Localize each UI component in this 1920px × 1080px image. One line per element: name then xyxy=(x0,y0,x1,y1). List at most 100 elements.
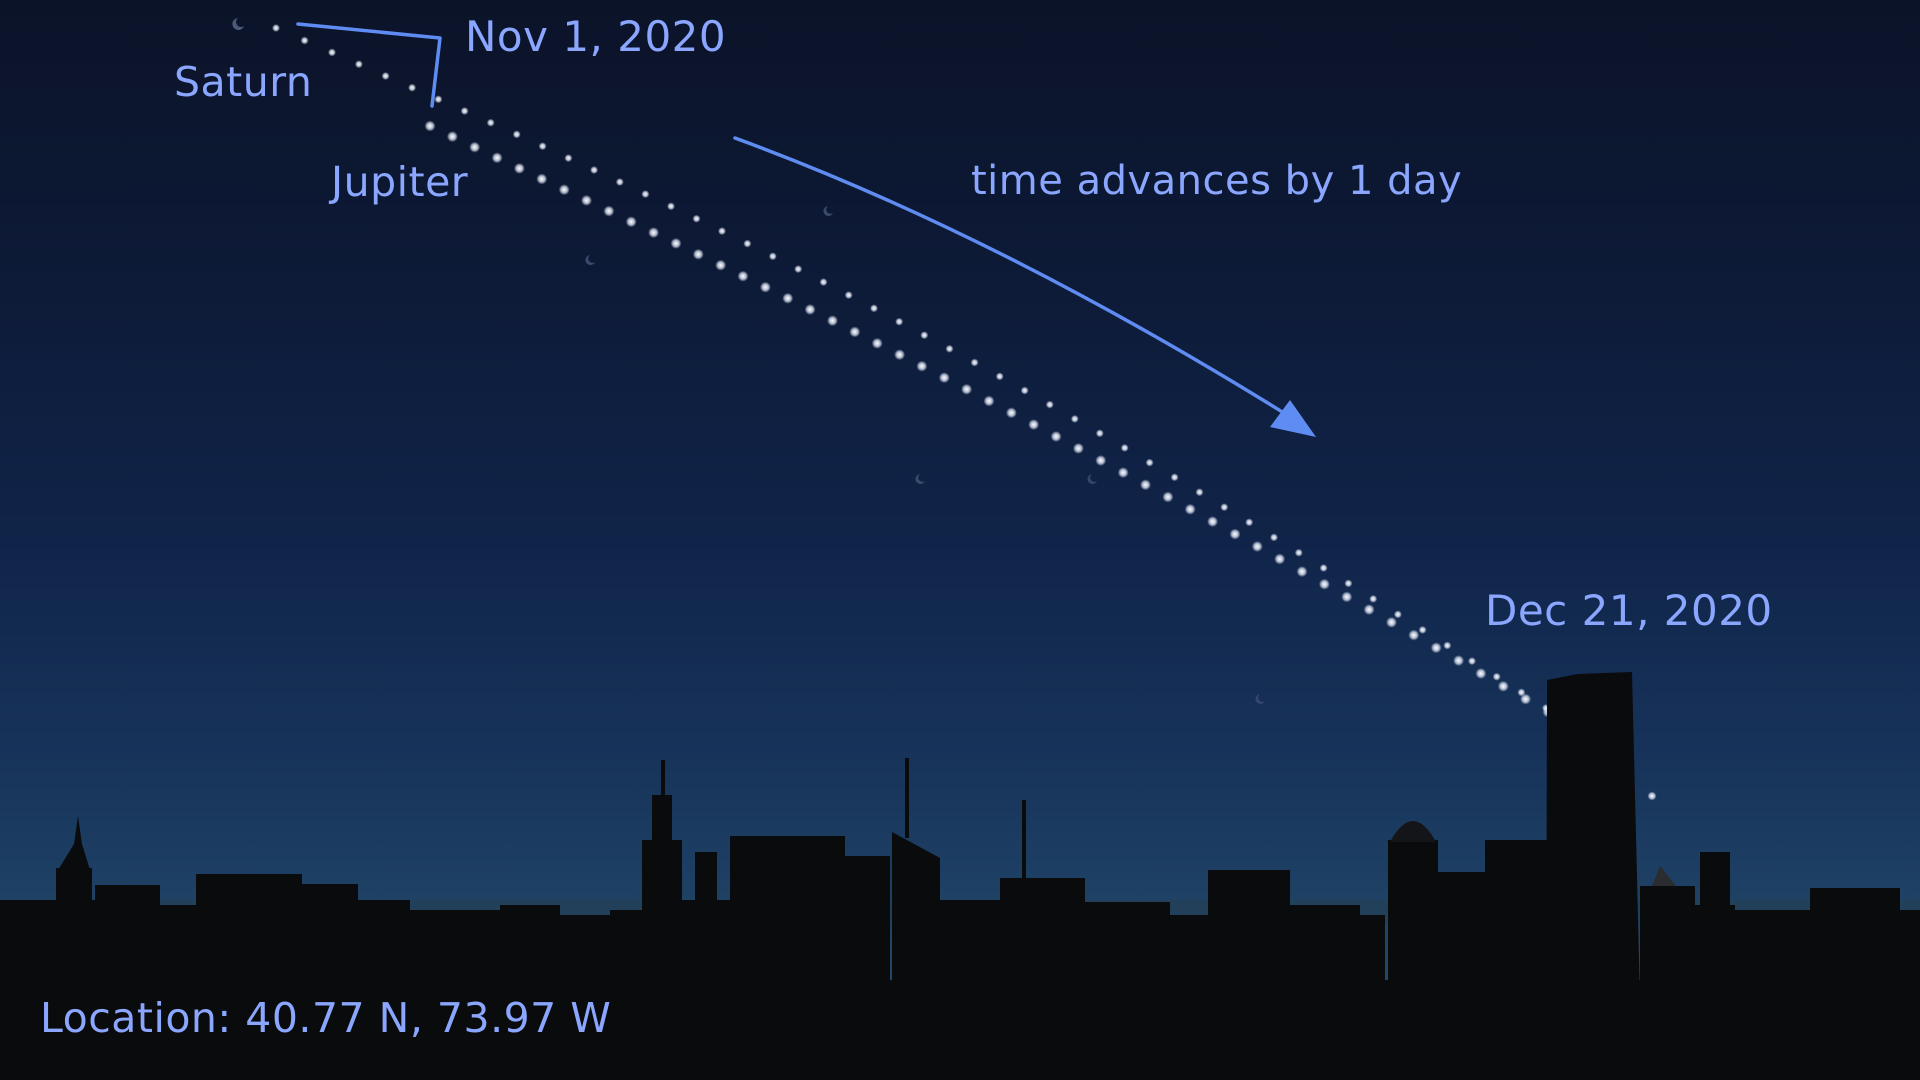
jupiter-daily-position xyxy=(1095,455,1107,466)
jupiter-daily-position xyxy=(961,383,973,395)
saturn-daily-position xyxy=(1170,473,1179,482)
saturn-daily-position xyxy=(408,83,417,92)
saturn-daily-position xyxy=(300,36,309,45)
empire-state-tower xyxy=(652,795,672,845)
saturn-daily-position xyxy=(1369,594,1378,603)
saturn-daily-position xyxy=(1517,688,1526,697)
saturn-daily-position xyxy=(615,178,624,186)
jupiter-daily-position xyxy=(938,372,950,384)
saturn-daily-position xyxy=(354,60,363,69)
crescent-moon-icon xyxy=(1087,474,1097,484)
saturn-daily-position xyxy=(381,72,390,80)
saturn-daily-position xyxy=(641,190,650,199)
jupiter-daily-position xyxy=(1050,431,1062,442)
saturn-daily-position xyxy=(920,331,929,340)
saturn-daily-position xyxy=(434,95,443,104)
saturn-daily-position xyxy=(1294,548,1303,557)
start-date-label: Nov 1, 2020 xyxy=(465,12,727,61)
location-label: Location: 40.77 N, 73.97 W xyxy=(40,994,612,1042)
jupiter-daily-position xyxy=(1453,655,1465,667)
planet-position-after-tower xyxy=(1647,791,1657,801)
jupiter-daily-position xyxy=(983,395,995,407)
saturn-daily-position xyxy=(590,166,599,174)
jupiter-daily-position xyxy=(782,292,794,304)
pyramid-top-building xyxy=(1652,866,1676,886)
end-date-label: Dec 21, 2020 xyxy=(1485,586,1773,635)
jupiter-daily-position xyxy=(1207,516,1219,528)
jupiter-daily-position xyxy=(536,173,548,185)
saturn-daily-position xyxy=(819,278,828,287)
saturn-daily-position xyxy=(1070,414,1079,423)
saturn-daily-position xyxy=(1220,503,1229,512)
jupiter-daily-position xyxy=(1028,419,1040,431)
jupiter-daily-position xyxy=(1318,578,1330,590)
saturn-daily-position xyxy=(1393,610,1402,619)
jupiter-daily-position xyxy=(1184,503,1196,515)
jupiter-daily-position xyxy=(894,349,906,361)
saturn-daily-position xyxy=(768,252,777,261)
crescent-moon-icon xyxy=(585,255,595,265)
saturn-daily-position xyxy=(995,372,1004,381)
time-direction-arrow xyxy=(733,136,1302,425)
jupiter-daily-position xyxy=(1162,491,1174,503)
saturn-daily-position xyxy=(895,317,904,326)
jupiter-daily-position xyxy=(715,259,727,271)
jupiter-daily-position xyxy=(1386,616,1397,628)
building xyxy=(1022,800,1026,880)
crescent-moon-icon xyxy=(823,206,833,216)
tall-tower-spire xyxy=(905,758,909,838)
saturn-daily-position xyxy=(970,358,979,367)
saturn-daily-position xyxy=(512,130,521,139)
jupiter-daily-position xyxy=(1005,407,1017,419)
saturn-daily-position xyxy=(1443,641,1452,650)
jupiter-daily-position xyxy=(513,162,525,174)
foreground-rooftops xyxy=(0,980,1920,1080)
saturn-daily-position xyxy=(870,304,878,313)
saturn-daily-position xyxy=(692,214,701,223)
jupiter-label: Jupiter xyxy=(331,158,469,206)
jupiter-daily-position xyxy=(581,194,592,206)
saturn-daily-position xyxy=(1095,429,1104,438)
jupiter-daily-position xyxy=(1497,680,1509,692)
saturn-daily-position xyxy=(718,227,726,236)
jupiter-daily-position xyxy=(648,227,660,239)
saturn-daily-position xyxy=(667,202,675,211)
saturn-daily-position xyxy=(564,154,573,163)
jupiter-daily-position xyxy=(1430,642,1442,654)
jupiter-daily-position xyxy=(603,205,615,217)
saturn-daily-position xyxy=(1120,443,1129,452)
saturn-daily-position xyxy=(1344,579,1353,588)
saturn-daily-position xyxy=(945,344,954,353)
crescent-moons xyxy=(232,18,1265,704)
saturn-daily-position xyxy=(538,142,547,151)
jupiter-daily-position xyxy=(871,337,883,349)
jupiter-daily-position xyxy=(1140,479,1151,491)
jupiter-daily-position xyxy=(625,216,637,228)
jupiter-daily-position xyxy=(469,141,481,153)
saturn-daily-position xyxy=(1145,458,1154,467)
saturn-daily-position xyxy=(272,24,280,32)
saturn-daily-position xyxy=(460,107,469,115)
crescent-moon-icon xyxy=(915,474,925,484)
jupiter-daily-position xyxy=(1296,566,1308,578)
saturn-label: Saturn xyxy=(174,58,313,106)
jupiter-daily-position xyxy=(424,120,436,132)
jupiter-daily-position xyxy=(1251,541,1263,552)
saturn-track xyxy=(272,24,1550,712)
tall-foreground-tower xyxy=(1546,672,1642,1080)
jupiter-daily-position xyxy=(1408,629,1420,641)
jupiter-daily-position xyxy=(1072,442,1084,454)
jupiter-daily-position xyxy=(491,152,503,164)
jupiter-daily-position xyxy=(737,270,749,282)
dome-icon xyxy=(1390,821,1436,842)
crescent-moon-icon xyxy=(1255,694,1265,704)
arrow-head-icon xyxy=(1270,400,1316,437)
saturn-daily-position xyxy=(1418,625,1427,634)
building xyxy=(1700,852,1730,912)
start-date-bracket xyxy=(296,22,442,108)
jupiter-daily-position xyxy=(1341,591,1353,603)
jupiter-track xyxy=(424,120,1657,801)
jupiter-daily-position xyxy=(1117,467,1129,479)
